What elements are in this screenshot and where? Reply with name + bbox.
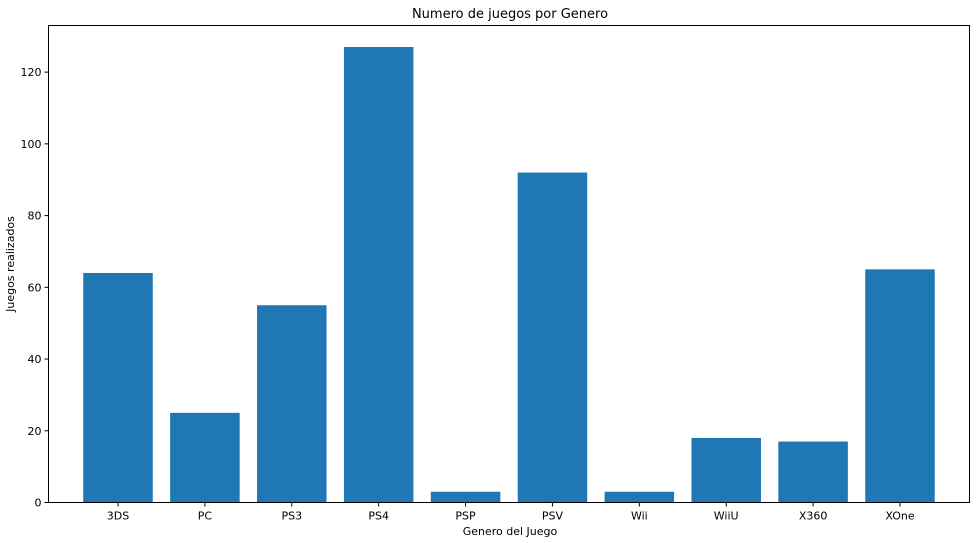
y-tick-label: 0 [35, 497, 42, 510]
x-tick-label: PC [198, 510, 213, 523]
bar-pc [170, 412, 240, 503]
y-axis-label: Juegos realizados [4, 216, 17, 313]
bar-ps4 [343, 47, 414, 503]
x-tick-label: X360 [799, 510, 828, 523]
x-tick-label: XOne [885, 510, 914, 523]
bars-group [83, 47, 935, 503]
chart-title: Numero de juegos por Genero [412, 7, 608, 22]
bar-xone [865, 269, 935, 503]
y-tick-label: 120 [21, 66, 42, 79]
bar-wii [604, 491, 675, 503]
x-ticks-group: 3DS PC PS3 PS4 PSP PSV Wii WiiU X360 XOne [107, 502, 915, 523]
x-tick-label: PSV [542, 510, 564, 523]
y-tick-label: 80 [28, 210, 42, 223]
y-ticks-group: 0 20 40 60 80 100 120 [21, 66, 49, 510]
bar-ps3 [257, 305, 327, 503]
plot-frame [48, 25, 970, 503]
y-tick-label: 40 [28, 353, 42, 366]
y-tick-label: 100 [21, 138, 42, 151]
bar-wiiu [691, 437, 761, 503]
bar-x360 [778, 441, 848, 503]
x-tick-label: PSP [455, 510, 476, 523]
bar-psv [517, 172, 588, 503]
bar-psp [430, 491, 501, 503]
y-tick-label: 20 [28, 425, 42, 438]
x-tick-label: PS4 [368, 510, 389, 523]
bar-3ds [83, 272, 153, 503]
x-tick-label: PS3 [281, 510, 302, 523]
x-tick-label: 3DS [107, 510, 129, 523]
x-tick-label: Wii [631, 510, 648, 523]
x-axis-label: Genero del Juego [463, 525, 558, 538]
y-tick-label: 60 [28, 281, 42, 294]
x-tick-label: WiiU [714, 510, 739, 523]
